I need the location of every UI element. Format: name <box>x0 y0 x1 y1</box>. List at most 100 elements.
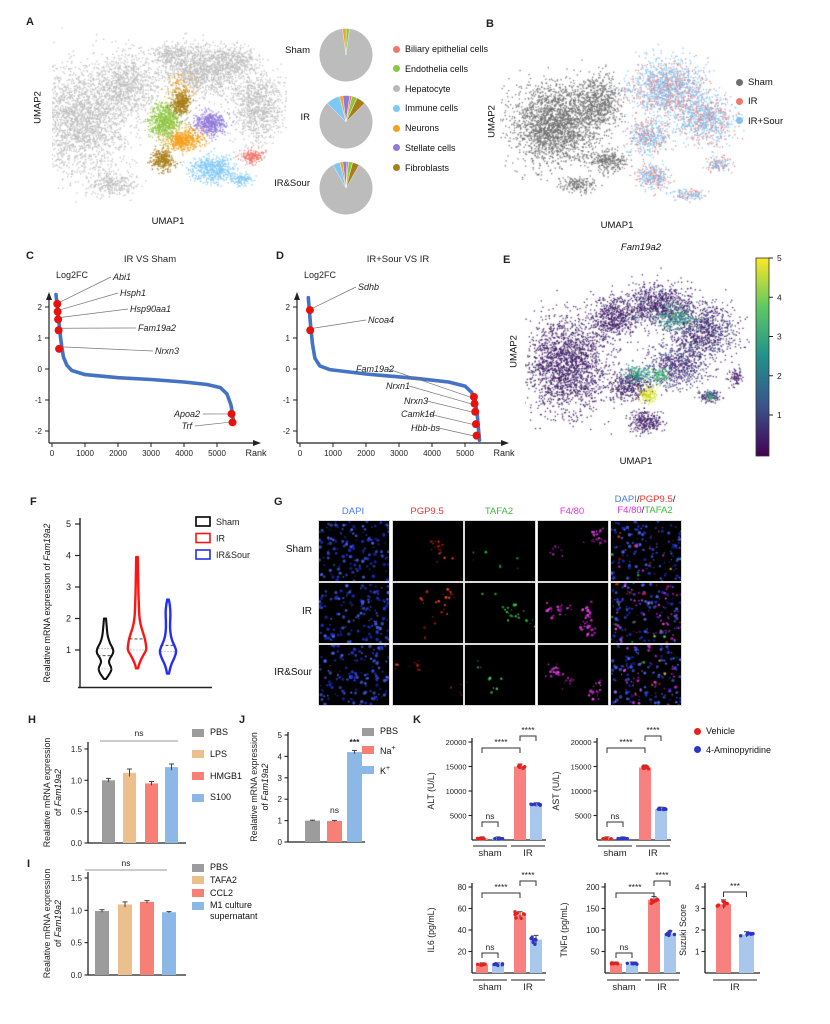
y-axis-title: AST (U/L) <box>551 771 561 810</box>
sig-bracket <box>481 747 521 753</box>
legend-label: PBS <box>380 726 399 736</box>
data-dot <box>662 807 666 811</box>
y-tick-label: 0 <box>38 365 43 374</box>
y-tick-label: 50 <box>591 947 600 956</box>
gene-label: Nrxn1 <box>386 381 410 391</box>
sig-label: **** <box>646 725 660 735</box>
y-tick-label: 15000 <box>571 762 592 771</box>
violin-legend-label: IR <box>216 534 226 544</box>
y-tick-label: 4 <box>278 752 283 761</box>
legend-label: 4-Aminopyridine <box>706 744 772 755</box>
y-tick-label: 0.5 <box>71 808 83 817</box>
y-tick-label: -2 <box>283 427 291 436</box>
panel-f-letter: F <box>30 496 37 508</box>
legend-item: S100 <box>192 792 242 803</box>
microscopy-image <box>537 520 609 582</box>
y-tick-label: 4 <box>695 883 700 892</box>
bar-chart-damp-stimuli: 0.0 0.5 1.0 1.5 Realative mRNA expression of … <box>42 728 186 848</box>
bar <box>716 904 731 973</box>
y-tick-label: 0 <box>278 838 283 847</box>
legend-label: Endothelia cells <box>405 63 469 74</box>
umap-plot-groups <box>500 36 750 216</box>
x-axis-arrow <box>253 440 261 446</box>
damp-legend: PBS LPS HMGB1 S100 <box>192 727 242 814</box>
violin-legend-swatch <box>195 516 211 527</box>
data-dot <box>530 935 534 939</box>
legend-label: Stellate cells <box>405 142 456 153</box>
microscopy-image <box>464 644 536 706</box>
gene-label: Fam19a2 <box>138 323 176 333</box>
bar <box>492 964 504 973</box>
bar <box>655 809 667 840</box>
y-tick-label: 1 <box>278 817 283 826</box>
ion-legend: PBS Na+ K+ <box>362 726 398 784</box>
violin-shape <box>126 555 148 670</box>
data-dot <box>602 837 606 841</box>
gene-leader-line <box>60 276 112 303</box>
legend-item: TAFA2 <box>192 875 278 886</box>
sig-label: **** <box>628 882 642 892</box>
y-tick-label: 15000 <box>446 762 467 771</box>
micro-merge-header-seg: TAFA2 <box>644 505 673 516</box>
legend-item: Neurons <box>393 123 488 134</box>
y-tick-label: 40 <box>458 926 467 935</box>
group-label: sham <box>478 982 501 993</box>
data-dot <box>480 837 484 841</box>
group-legend: Sham IR IR+Sour <box>736 77 783 135</box>
y-tick-label: 10000 <box>571 787 592 796</box>
micro-merge-header-seg: / <box>641 505 645 516</box>
sig-label: ns <box>611 811 620 821</box>
bar-chart-ion-stimuli: 0 1 2 3 4 5 Realative mRNA expression of Fam19a… <box>249 731 365 847</box>
legend-item: HMGB1 <box>192 771 242 782</box>
celltype-legend: Biliary epithelial cells Endothelia cells… <box>393 44 488 183</box>
legend-swatch <box>362 766 374 775</box>
sig-label: **** <box>494 882 508 892</box>
legend-swatch <box>393 85 400 93</box>
treatment-legend: Vehicle 4-Aminopyridine <box>694 726 771 764</box>
microscopy-image <box>318 644 390 706</box>
legend-swatch <box>192 889 204 898</box>
gene-leader-line <box>61 308 129 318</box>
y-tick-label: 0.5 <box>71 939 83 948</box>
data-dot <box>722 904 726 908</box>
panel-d-letter: D <box>276 250 284 262</box>
legend-item: IR+Sour <box>736 116 783 127</box>
legend-swatch <box>362 746 374 755</box>
gene-label: Abi1 <box>112 272 131 282</box>
legend-swatch <box>192 793 204 802</box>
legend-item: CCL2 <box>192 888 278 899</box>
sig-bracket <box>606 821 624 827</box>
data-dot <box>500 963 504 967</box>
panel-g-letter: G <box>274 496 283 508</box>
sig-bracket <box>481 952 499 958</box>
y-tick-label: 0 <box>286 365 291 374</box>
microscopy-image <box>610 644 682 706</box>
umap1-axis-label-e: UMAP1 <box>619 456 653 467</box>
sig-label: **** <box>521 725 535 735</box>
microscopy-image <box>610 520 682 582</box>
bar <box>140 901 154 975</box>
gene-leader-line <box>426 400 472 413</box>
bar <box>626 963 638 973</box>
data-dot <box>493 837 497 841</box>
legend-item: Na+ <box>362 745 398 757</box>
x-tick-label: 3000 <box>390 449 408 458</box>
gene-dot <box>306 326 315 335</box>
y-tick-label: 3 <box>695 904 700 913</box>
legend-item: 4-Aminopyridine <box>694 745 771 756</box>
data-dot <box>616 836 620 841</box>
data-dot <box>483 962 487 966</box>
y-axis-title-line1: Realative mRNA expression <box>42 738 52 848</box>
umap-plot-celltypes <box>52 26 287 218</box>
y-axis-title-line2: of Fam19a2 <box>260 763 270 810</box>
y-tick-label: -1 <box>35 396 43 405</box>
legend-label: Neurons <box>405 123 440 134</box>
y-axis-title: ALT (U/L) <box>426 772 436 809</box>
x-tick-label: 3000 <box>142 449 160 458</box>
rank-plot-ir-vs-sham: 0 1000 2000 3000 4000 5000 2 1 0 -1 -2 Rank Log2FC IR… <box>35 254 267 458</box>
micro-merge-header-seg: PGP9.5 <box>639 494 673 505</box>
gene-dot <box>227 409 236 418</box>
bar <box>514 766 526 840</box>
y-axis-title-line1: Realative mRNA expression <box>249 732 259 842</box>
sig-bracket <box>653 880 671 886</box>
